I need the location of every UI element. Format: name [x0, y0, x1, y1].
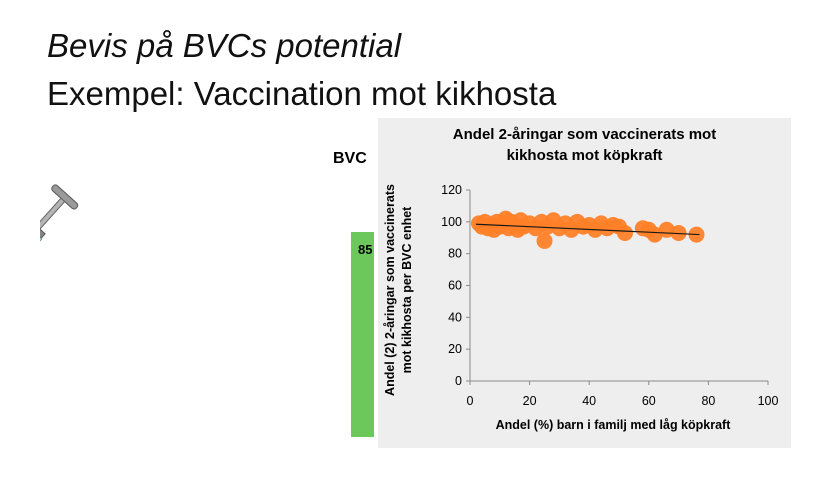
bvc-bar [351, 232, 374, 437]
x-axis-label: Andel (%) barn i familj med låg köpkraft [495, 418, 731, 432]
slide-subtitle: Exempel: Vaccination mot kikhosta [47, 75, 557, 112]
scatter-point [536, 232, 553, 249]
x-tick-label: 100 [758, 394, 779, 408]
plot-area: 0 20 40 60 80 100 120 0 20 40 60 80 100 [441, 183, 779, 408]
bvc-label: BVC [333, 150, 367, 167]
chart-title-line1: Andel 2-åringar som vaccinerats mot [452, 126, 717, 143]
x-tick-label: 40 [582, 394, 596, 408]
y-tick-label: 100 [441, 215, 462, 229]
y-tick-label: 60 [448, 279, 462, 293]
slide-title: Bevis på BVCs potential [47, 27, 402, 64]
x-tick-label: 0 [467, 394, 474, 408]
y-tick-label: 40 [448, 310, 462, 324]
bvc-value: 85 [358, 242, 373, 257]
scatter-point [616, 224, 633, 241]
scatter-point [670, 224, 687, 241]
y-tick-label: 20 [448, 342, 462, 356]
x-tick-label: 80 [701, 394, 715, 408]
scatter-chart: Andel 2-åringar som vaccinerats mot kikh… [378, 118, 791, 448]
chart-title-line2: kikhosta mot köpkraft [506, 147, 663, 164]
x-tick-label: 60 [642, 394, 656, 408]
x-tick-label: 20 [523, 394, 537, 408]
y-tick-label: 120 [441, 183, 462, 197]
trend-line [475, 223, 700, 236]
y-tick-label: 0 [455, 374, 462, 388]
syringe-icon [0, 178, 280, 423]
chart-title: Andel 2-åringar som vaccinerats mot kikh… [378, 124, 791, 166]
y-tick-label: 80 [448, 247, 462, 261]
